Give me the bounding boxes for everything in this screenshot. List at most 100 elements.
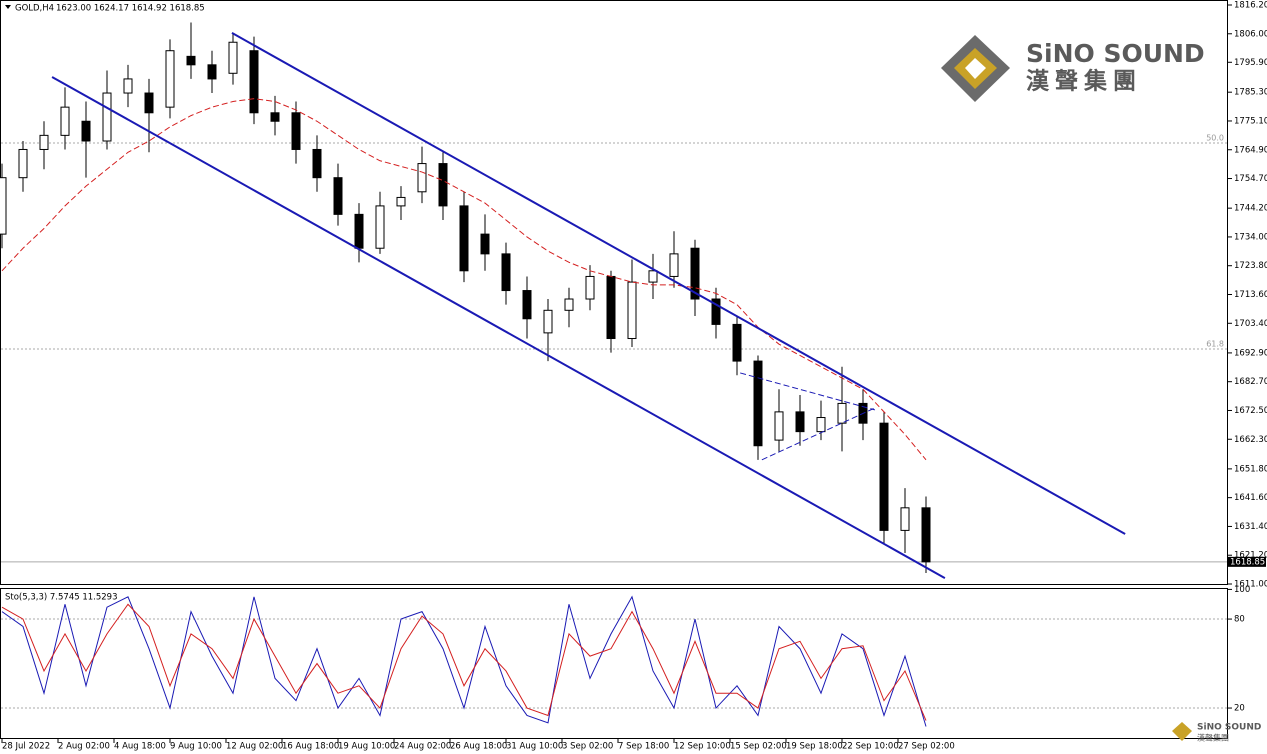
fib-label: 50.0	[1206, 133, 1224, 142]
last-price-label: 1618.85	[1230, 557, 1265, 567]
candle-body	[207, 64, 217, 80]
candle-body	[606, 275, 616, 340]
last-price-box	[1228, 556, 1266, 567]
menu-arrow	[5, 5, 11, 9]
fib-label: 61.8	[1206, 339, 1224, 348]
candle-body	[543, 309, 553, 334]
y-tick-label: 1723.80	[1234, 261, 1267, 271]
moving-average	[1, 98, 927, 461]
candle-body	[0, 177, 7, 235]
logo-chinese: 漢聲集團	[1026, 68, 1142, 95]
y-tick-label: 1734.00	[1234, 232, 1267, 242]
candle-body	[480, 233, 490, 255]
x-tick-label: 12 Aug 02:00	[226, 742, 283, 752]
y-tick-label: 1754.70	[1234, 174, 1267, 184]
candle-body	[228, 41, 238, 74]
symbol: GOLD,H4	[15, 4, 54, 14]
y-tick-label: 1692.90	[1234, 348, 1267, 358]
logo: SiNO SOUND 漢聲集團 SiNO SOUND 漢聲集團	[941, 35, 1261, 743]
candle-body	[249, 50, 259, 114]
y-tick-label: 20	[1234, 704, 1245, 714]
x-tick-label: 2 Aug 02:00	[58, 742, 110, 752]
x-tick-label: 22 Sep 10:00	[842, 742, 899, 752]
candle-body	[585, 275, 595, 300]
trendline	[231, 32, 1126, 535]
y-tick-label: 1611.00	[1234, 580, 1267, 590]
candle-body	[165, 50, 175, 108]
trendline	[740, 372, 876, 411]
candle-body	[333, 177, 343, 215]
y-tick-label: 1703.40	[1234, 319, 1267, 329]
candle-body	[921, 507, 931, 563]
y-tick-label: 1713.60	[1234, 290, 1267, 300]
x-tick-label: 19 Sep 18:00	[786, 742, 843, 752]
y-tick-label: 1775.10	[1234, 116, 1267, 126]
x-tick-label: 24 Aug 02:00	[394, 742, 451, 752]
x-tick-label: 26 Aug 18:00	[450, 742, 507, 752]
candle-body	[144, 92, 154, 114]
candle-body	[690, 247, 700, 300]
y-tick-label: 1672.50	[1234, 406, 1267, 416]
candle-body	[732, 323, 742, 362]
candle-body	[774, 411, 784, 441]
main-panel	[0, 0, 1228, 585]
candle-body	[60, 106, 70, 136]
candle-body	[291, 112, 301, 150]
x-tick-label: 27 Sep 02:00	[898, 742, 955, 752]
y-tick-label: 1651.80	[1234, 464, 1267, 474]
logo-core	[965, 58, 986, 79]
candle-body	[837, 402, 847, 424]
candle-body	[123, 78, 133, 94]
x-tick-label: 12 Sep 10:00	[674, 742, 731, 752]
y-tick-label: 1764.90	[1234, 145, 1267, 155]
candle-body	[375, 205, 385, 249]
stoch-panel	[0, 588, 1228, 739]
x-tick-label: 9 Aug 10:00	[170, 742, 222, 752]
x-tick-label: 15 Sep 02:00	[730, 742, 787, 752]
candle-body	[879, 422, 889, 531]
y-tick-label: 1621.20	[1234, 551, 1267, 561]
candle-body	[501, 253, 511, 292]
candle-body	[438, 163, 448, 207]
candle-body	[354, 213, 364, 249]
x-tick-label: 7 Sep 18:00	[618, 742, 669, 752]
y-tick-label: 1785.30	[1234, 88, 1267, 98]
candle-body	[648, 270, 658, 283]
logo-name: SiNO SOUND	[1026, 39, 1205, 68]
x-tick-label: 4 Aug 18:00	[114, 742, 166, 752]
trendline	[761, 407, 876, 461]
small-logo-chinese: 漢聲集團	[1197, 733, 1229, 743]
y-tick-label: 1641.60	[1234, 493, 1267, 503]
x-tick-label: 28 Jul 2022	[2, 742, 50, 752]
y-tick-label: 1744.20	[1234, 204, 1267, 214]
y-tick-label: 1662.30	[1234, 435, 1267, 445]
candle-body	[816, 417, 826, 433]
candle-body	[39, 134, 49, 150]
candle-body	[270, 112, 280, 122]
candle-body	[900, 507, 910, 531]
candle-body	[312, 148, 322, 179]
y-tick-label: 1806.00	[1234, 29, 1267, 39]
y-tick-label: 1795.90	[1234, 58, 1267, 68]
y-tick-label: 1631.40	[1234, 522, 1267, 532]
ohlc: 1623.00 1624.17 1614.92 1618.85	[56, 4, 205, 14]
stoch-line	[1, 595, 927, 727]
trendline	[51, 76, 946, 579]
x-tick-label: 19 Aug 10:00	[338, 742, 395, 752]
candle-body	[81, 120, 91, 142]
candle-body	[795, 411, 805, 433]
candle-body	[669, 253, 679, 277]
candle-body	[753, 360, 763, 447]
small-logo-mark	[1172, 722, 1192, 741]
candle-body	[102, 92, 112, 142]
y-tick-label: 1816.20	[1234, 1, 1267, 11]
x-tick-label: 3 Sep 02:00	[562, 742, 613, 752]
y-tick-label: 100	[1234, 585, 1250, 595]
stoch-line	[1, 603, 927, 721]
candle-body	[627, 281, 637, 340]
candle-body	[186, 55, 196, 66]
small-logo-name: SiNO SOUND	[1197, 723, 1261, 733]
candle-body	[417, 163, 427, 193]
